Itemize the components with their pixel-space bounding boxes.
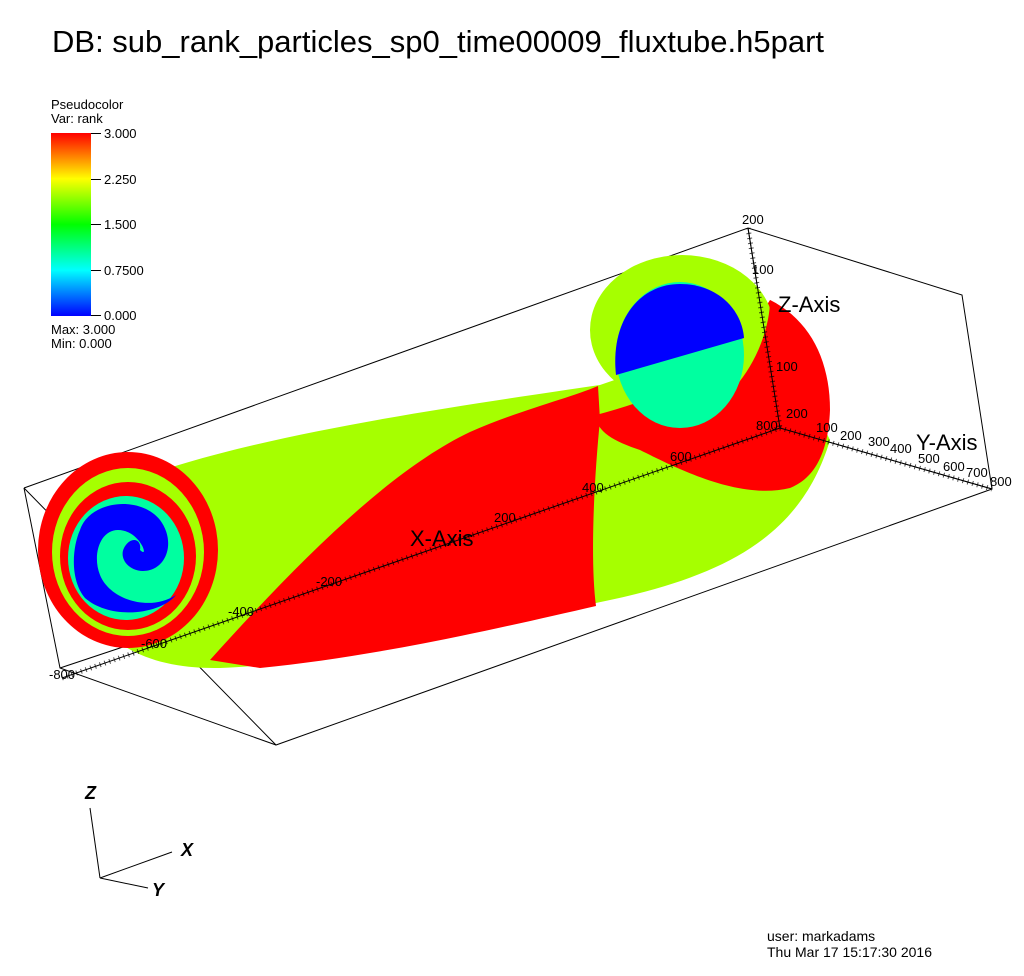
legend-tick-label: 1.500 bbox=[104, 217, 137, 232]
y-tick-label: 100 bbox=[816, 420, 838, 435]
z-tick-label: 100 bbox=[752, 262, 774, 277]
x-tick-label: -200 bbox=[316, 574, 343, 589]
y-tick-label: 500 bbox=[918, 451, 940, 466]
y-tick-label: 700 bbox=[966, 465, 988, 480]
legend-max: Max: 3.000 bbox=[51, 322, 116, 337]
z-axis-label: Z-Axis bbox=[778, 292, 841, 317]
legend-variable: Var: rank bbox=[51, 111, 103, 126]
x-axis-line bbox=[61, 425, 781, 681]
x-tick-label: 400 bbox=[582, 480, 604, 495]
fluxtube-surface bbox=[38, 255, 830, 669]
triad-y-label: Y bbox=[152, 880, 165, 900]
y-tick-label: 600 bbox=[943, 459, 965, 474]
y-tick-label: 200 bbox=[840, 428, 862, 443]
triad-x-label: X bbox=[181, 840, 194, 860]
legend-tick-label: 2.250 bbox=[104, 172, 137, 187]
right-inner-disk-blue bbox=[615, 284, 744, 375]
z-tick-label: 200 bbox=[742, 212, 764, 227]
render-date: Thu Mar 17 15:17:30 2016 bbox=[767, 944, 933, 960]
legend-header: Pseudocolor Var: rank bbox=[51, 98, 123, 126]
legend-footer: Max: 3.000 Min: 0.000 bbox=[51, 323, 115, 351]
user-name: user: markadams bbox=[767, 928, 876, 944]
legend-tick-label: 3.000 bbox=[104, 126, 137, 141]
user-info: user: markadams Thu Mar 17 15:17:30 2016 bbox=[767, 928, 932, 960]
legend-tick-mark bbox=[91, 270, 101, 271]
right-end-cap-red bbox=[700, 300, 829, 481]
legend-tick-label: 0.000 bbox=[104, 308, 137, 323]
z-axis-line bbox=[745, 227, 783, 429]
x-tick-label: 600 bbox=[670, 449, 692, 464]
z-tick-label: 200 bbox=[786, 406, 808, 421]
legend-tick-mark bbox=[91, 224, 101, 225]
y-tick-label: 300 bbox=[868, 434, 890, 449]
left-spiral-blue bbox=[73, 503, 176, 613]
legend-tick-mark bbox=[91, 315, 101, 316]
legend-min: Min: 0.000 bbox=[51, 336, 112, 351]
x-tick-label: -800 bbox=[49, 667, 76, 682]
database-title: DB: sub_rank_particles_sp0_time00009_flu… bbox=[52, 24, 825, 59]
legend-tick-mark bbox=[91, 179, 101, 180]
legend-tick-label: 0.7500 bbox=[104, 263, 144, 278]
x-tick-label: -400 bbox=[228, 604, 255, 619]
y-axis-label: Y-Axis bbox=[916, 430, 978, 455]
z-tick-label: 100 bbox=[776, 359, 798, 374]
x-tick-label: 200 bbox=[494, 510, 516, 525]
y-axis-line bbox=[779, 425, 993, 492]
legend-tick-mark bbox=[91, 133, 101, 134]
x-tick-label: -600 bbox=[141, 636, 168, 651]
x-axis-label: X-Axis bbox=[410, 526, 474, 551]
y-tick-label: 800 bbox=[990, 474, 1012, 489]
legend-plot-type: Pseudocolor bbox=[51, 97, 124, 112]
tube-body-red bbox=[210, 386, 600, 668]
axis-triad bbox=[89, 807, 173, 889]
triad-z-label: Z bbox=[85, 783, 96, 803]
x-tick-label: 800 bbox=[756, 418, 778, 433]
y-tick-label: 400 bbox=[890, 441, 912, 456]
legend-colorbar bbox=[51, 133, 91, 316]
